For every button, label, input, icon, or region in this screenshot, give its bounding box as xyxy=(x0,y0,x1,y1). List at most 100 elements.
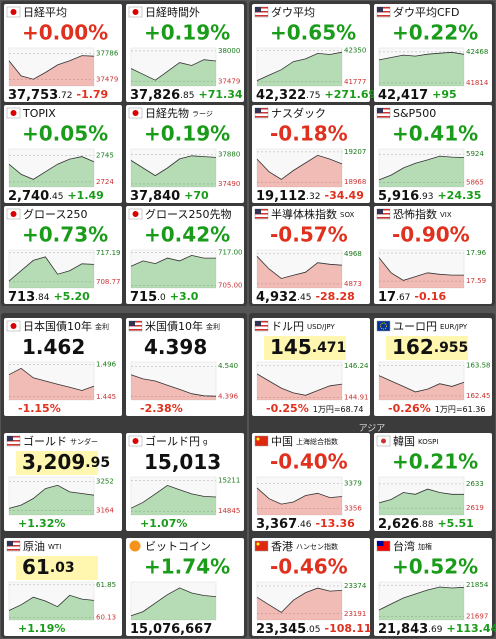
y-tick-label: 38000 xyxy=(218,47,240,55)
price-diff: +1.49 xyxy=(67,189,103,202)
price-diff: +3.0 xyxy=(170,290,199,303)
panel-name: TOPIX xyxy=(22,107,56,120)
quote-panel[interactable]: 台湾 加権 +0.52% 21854 21697 21,843.69 +113.44 xyxy=(374,538,496,637)
y-tick-label: 42350 xyxy=(344,47,366,55)
flag-icon xyxy=(255,213,268,215)
quote-panel[interactable]: 香港 ハンセン指数 -0.46% 23374 23191 23,345.05 -108.11 xyxy=(252,538,372,637)
y-tick-label: 61.85 xyxy=(96,581,116,589)
flag-icon xyxy=(255,209,268,211)
flag-icon xyxy=(254,435,269,447)
quote-panel[interactable]: 日経平均 +0.00% 37786 37479 37,753.72 -1.79 xyxy=(4,4,122,103)
quote-panel[interactable]: ユーロ円 EUR/JPY 162.955 163.58 162.45 -0.26% 1万円=… xyxy=(374,318,492,416)
headline-change: -0.18% xyxy=(270,122,348,146)
price-area xyxy=(257,52,342,86)
quote-panel[interactable]: 半導体株指数 SOX -0.57% 4968 4873 4,932.45 -28.28 xyxy=(252,206,370,305)
price-area xyxy=(379,257,464,288)
quote-panel[interactable]: TOPIX +0.05% 2745 2724 2,740.45 +1.49 xyxy=(4,105,122,204)
flag-icon xyxy=(254,540,269,552)
quote-panel[interactable]: 恐怖指数 VIX -0.90% 17.96 17.59 17.67 -0.16 xyxy=(374,206,492,305)
section-label: アジア xyxy=(359,424,386,434)
flag-icon xyxy=(256,542,260,546)
panel-name: 日経時間外 xyxy=(145,6,200,19)
y-tick-label: 18968 xyxy=(344,178,366,186)
price-decimal: .05 xyxy=(306,625,320,635)
quote-panel[interactable]: 日経時間外 +0.19% 38000 37479 37,826.85 +71.34 xyxy=(126,4,244,103)
panel-name: 韓国 KOSPI xyxy=(393,435,438,448)
chart-bg xyxy=(256,148,343,188)
chart-bg xyxy=(256,476,343,516)
name: 日経時間外 xyxy=(145,6,200,19)
quote-panel[interactable]: ダウ平均 +0.65% 42350 41777 42,322.75 +271.69 xyxy=(252,4,376,103)
y-tick-label: 1.445 xyxy=(96,393,116,401)
name: 日経平均 xyxy=(23,6,67,19)
flag-icon xyxy=(255,329,268,331)
y-tick-label: 3164 xyxy=(96,506,114,514)
quote-panel[interactable]: ナスダック -0.18% 19207 18968 19,112.32 -34.49 xyxy=(252,105,370,204)
flag-icon xyxy=(377,209,383,214)
flag-icon xyxy=(377,15,390,17)
quote-panel[interactable]: 原油 WTI 61.03 61.85 60.13 +1.19% xyxy=(4,538,122,636)
price-diff: -13.36 xyxy=(315,517,355,530)
chart-bg xyxy=(130,581,217,621)
note: 1万円=68.74 xyxy=(313,405,364,414)
panel-name: 半導体株指数 SOX xyxy=(271,207,355,221)
price-area xyxy=(257,256,342,288)
quote-panel[interactable]: ゴールド円 g 15,013 15211 14845 +1.07% xyxy=(126,433,244,531)
price-line xyxy=(378,257,464,281)
price-diff: +71.34 xyxy=(199,88,243,101)
quote-panel[interactable]: グロース250 +0.73% 717.19 708.77 713.84 +5.20 xyxy=(4,206,122,305)
footer: 21,843.69 +113.44 xyxy=(378,622,496,637)
quote-panel[interactable]: 中国 上海総合指数 -0.40% 3379 3356 3,367.46 -13.36 xyxy=(252,433,370,532)
flag-icon xyxy=(7,440,20,442)
price: 4.398 xyxy=(144,335,207,359)
name: ゴールド xyxy=(23,434,67,448)
flag-icon xyxy=(7,545,20,547)
flag-icon xyxy=(7,436,20,438)
sub-name: VIX xyxy=(440,211,452,219)
flag-icon xyxy=(255,321,268,323)
chart-bg xyxy=(378,47,465,87)
quote-panel[interactable]: ビットコイン +1.74% 15,076,667 xyxy=(126,538,244,637)
price: 713 xyxy=(8,290,35,305)
panel-name: 中国 上海総合指数 xyxy=(271,435,338,448)
panel-name: ゴールド サンダー xyxy=(23,434,98,448)
footer: 715.0 +3.0 xyxy=(130,290,199,305)
quote-panel[interactable]: 日経先物 ラージ +0.19% 37880 37490 37,840 +70 xyxy=(126,105,244,204)
quote-panel[interactable]: ドル円 USD/JPY 145.471 146.24 144.91 -0.25% 1万円=6… xyxy=(252,318,370,416)
quote-panel[interactable]: S&P500 +0.41% 5924 5865 5,916.93 +24.35 xyxy=(374,105,492,204)
chart-bg xyxy=(256,249,343,289)
quote-panel[interactable]: 米国債10年 金利 4.398 4.540 4.396 -2.38% xyxy=(126,318,244,416)
headline-change: +0.73% xyxy=(22,223,108,247)
footer: 4,932.45 -28.28 xyxy=(256,290,355,305)
price-area xyxy=(9,368,94,400)
price-diff: +5.20 xyxy=(53,290,90,303)
chart-bg xyxy=(378,361,465,401)
flag-icon xyxy=(255,112,268,114)
quote-panel[interactable]: 日本国債10年 金利 1.462 1.496 1.445 -1.15% xyxy=(4,318,122,416)
quote-panel[interactable]: グロース250先物 +0.42% 717.00 705.00 715.0 +3.0 xyxy=(126,206,244,305)
footer: 37,826.85 +71.34 xyxy=(130,88,243,103)
price: 37,840 xyxy=(130,189,180,204)
footer: 42,322.75 +271.69 xyxy=(256,88,376,103)
headline-change: +0.05% xyxy=(22,122,108,146)
flag-icon xyxy=(255,217,268,219)
y-tick-label: 708.77 xyxy=(96,278,121,286)
quote-panel[interactable]: ダウ平均CFD +0.22% 42468 41814 42,417 +95 xyxy=(374,4,492,103)
headline-change: +0.41% xyxy=(392,122,478,146)
price: 2,740 xyxy=(8,189,49,204)
name: 原油 xyxy=(23,539,45,553)
quote-panel[interactable]: 韓国 KOSPI +0.21% 2633 2619 2,626.88 +5.51 xyxy=(374,433,492,532)
headline-change: +1.74% xyxy=(144,555,230,579)
y-tick-label: 4968 xyxy=(344,250,362,258)
y-tick-label: 37880 xyxy=(218,150,240,158)
panel-name: ダウ平均 xyxy=(271,5,315,19)
panel-name: ビットコイン xyxy=(145,540,211,553)
price-line xyxy=(256,154,343,180)
price-line xyxy=(256,587,343,613)
price: 21,843 xyxy=(378,622,428,637)
quote-panel[interactable]: ゴールド サンダー 3,209.95 3252 3164 +1.32% xyxy=(4,433,122,531)
price-decimal: .46 xyxy=(297,520,312,530)
chart-bg xyxy=(8,581,95,621)
price-decimal: .84 xyxy=(35,293,50,303)
y-tick-label: 5865 xyxy=(466,178,484,186)
